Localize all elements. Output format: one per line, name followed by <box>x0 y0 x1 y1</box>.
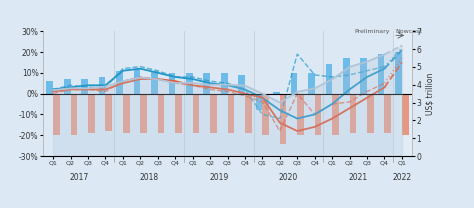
Bar <box>245 94 252 133</box>
Bar <box>291 73 297 94</box>
Bar <box>82 79 88 94</box>
Bar <box>263 94 269 135</box>
Bar <box>151 71 158 94</box>
Bar <box>332 94 339 135</box>
Bar <box>297 94 304 135</box>
Text: Nowcast: Nowcast <box>395 29 422 34</box>
Text: Preliminary: Preliminary <box>354 29 390 34</box>
Bar <box>280 94 286 144</box>
Bar <box>140 94 147 133</box>
Bar <box>71 94 77 135</box>
Bar <box>158 94 164 133</box>
Bar <box>123 94 129 133</box>
Bar <box>99 77 105 94</box>
Bar <box>116 71 123 94</box>
Bar <box>384 94 391 133</box>
Bar <box>402 94 409 135</box>
Text: 2017: 2017 <box>70 173 89 182</box>
Bar <box>326 64 332 94</box>
Bar <box>350 94 356 133</box>
Bar <box>395 52 402 94</box>
Text: 2021: 2021 <box>349 173 368 182</box>
Bar <box>395 52 402 94</box>
Bar <box>273 92 280 94</box>
Bar <box>210 94 217 133</box>
Bar <box>367 94 374 133</box>
Bar <box>175 94 182 133</box>
Bar <box>343 58 350 94</box>
Bar <box>228 94 234 133</box>
Bar <box>88 94 95 133</box>
Bar <box>186 73 192 94</box>
Bar <box>308 73 315 94</box>
Text: 2020: 2020 <box>279 173 298 182</box>
Bar <box>402 94 409 135</box>
Text: 2022: 2022 <box>392 173 411 182</box>
Bar <box>134 69 140 94</box>
Bar <box>378 54 384 94</box>
Bar <box>64 79 71 94</box>
Bar <box>192 94 199 133</box>
Bar <box>46 81 53 94</box>
Bar <box>169 73 175 94</box>
Bar <box>203 73 210 94</box>
Text: 2018: 2018 <box>139 173 159 182</box>
Bar <box>256 94 263 110</box>
Bar <box>53 94 60 135</box>
Bar <box>221 73 228 94</box>
Bar <box>360 58 367 94</box>
Bar <box>238 75 245 94</box>
Bar <box>105 94 112 131</box>
Bar <box>315 94 321 135</box>
Bar <box>393 31 410 156</box>
Text: 2019: 2019 <box>209 173 228 182</box>
Y-axis label: US$ trillion: US$ trillion <box>426 72 435 115</box>
